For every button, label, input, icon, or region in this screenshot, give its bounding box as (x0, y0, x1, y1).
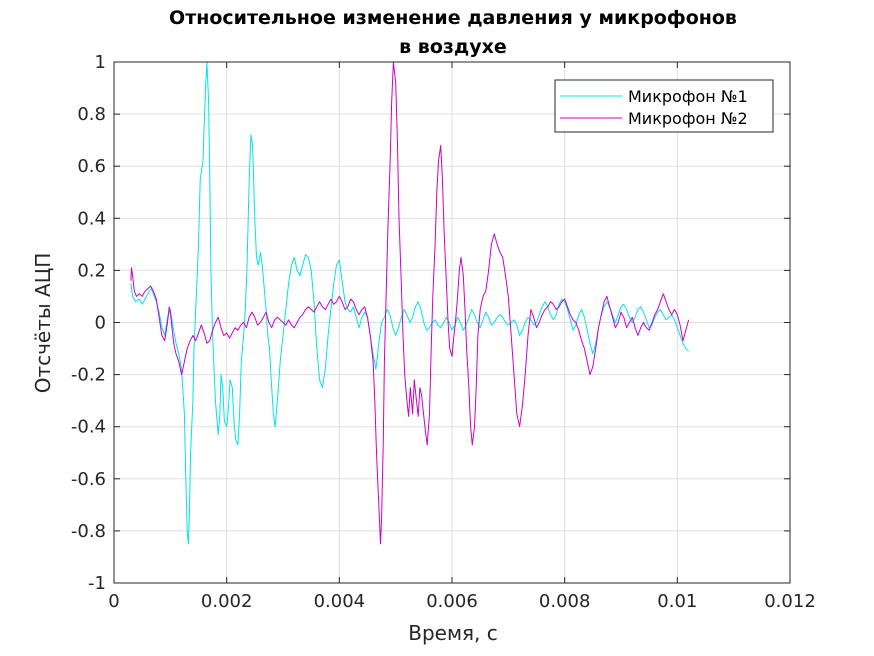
x-tick-label: 0.002 (201, 591, 253, 612)
legend-box (554, 79, 774, 133)
y-tick-label: 0.4 (77, 208, 106, 229)
y-axis-label: Отсчёты АЦП (31, 253, 55, 394)
x-tick-label: 0.01 (657, 591, 697, 612)
y-tick-label: 0.2 (77, 260, 106, 281)
chart-title-line-2: в воздухе (399, 36, 507, 58)
series-line-mic-1 (130, 61, 689, 545)
x-tick-label: 0.012 (764, 591, 816, 612)
legend: Микрофон №1 Микрофон №2 (554, 79, 774, 133)
y-tick-label: 0.6 (77, 156, 106, 177)
y-tick-label: 1 (95, 52, 106, 73)
y-tick-label: -1 (88, 573, 106, 594)
y-tick-label: -0.4 (71, 417, 106, 438)
legend-label-mic-2: Микрофон №2 (628, 109, 748, 128)
series-line-mic-2 (130, 61, 690, 545)
legend-label-mic-1: Микрофон №1 (628, 87, 748, 106)
y-tick-label: 0.8 (77, 104, 106, 125)
y-tick-label: -0.8 (71, 521, 106, 542)
x-axis: 0 0.002 0.004 0.006 0.008 0.01 0.012 (108, 62, 816, 612)
x-tick-label: 0.004 (314, 591, 366, 612)
chart-title-line-1: Относительное изменение давления у микро… (169, 7, 737, 29)
y-axis: -1 -0.8 -0.6 -0.4 -0.2 0 0.2 0.4 0.6 0.8 1 (71, 52, 790, 594)
x-tick-label: 0.008 (539, 591, 591, 612)
y-tick-label: -0.6 (71, 469, 106, 490)
x-tick-label: 0 (108, 591, 119, 612)
y-tick-label: 0 (95, 313, 106, 334)
plot-area (130, 61, 690, 545)
x-tick-label: 0.006 (426, 591, 478, 612)
y-tick-label: -0.2 (71, 365, 106, 386)
x-axis-label: Время, с (408, 621, 498, 645)
